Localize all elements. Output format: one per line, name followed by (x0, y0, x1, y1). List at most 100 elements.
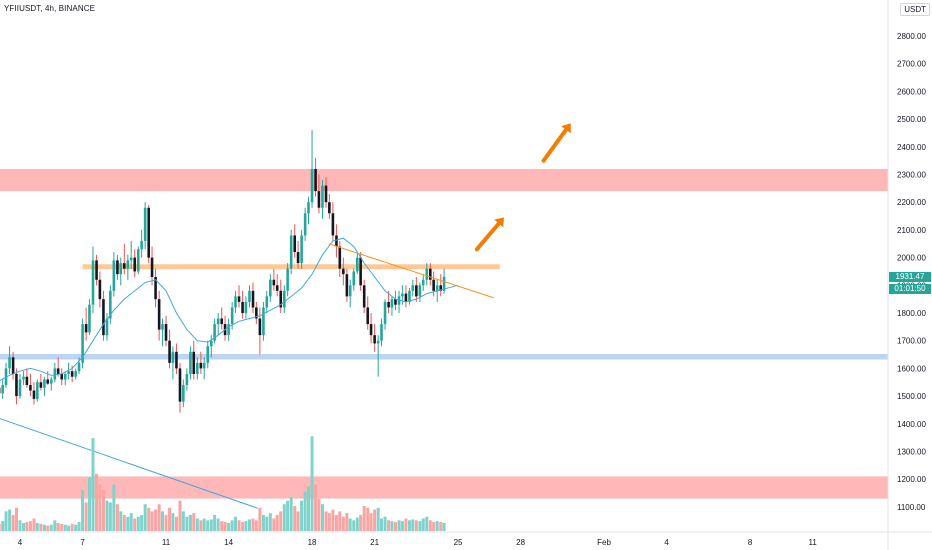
volume-bar (140, 514, 144, 531)
time-tick-label: 28 (516, 538, 525, 547)
volume-bar (432, 522, 436, 531)
price-axis-background (888, 0, 932, 532)
candle-body (182, 385, 185, 402)
volume-bar (133, 518, 137, 531)
candle-body (373, 335, 376, 344)
candle-body (199, 362, 203, 369)
candle-body (150, 257, 154, 277)
volume-bar (439, 522, 443, 531)
candle-body (60, 373, 64, 380)
volume-bar (28, 521, 32, 531)
volume-bar (213, 514, 217, 531)
currency-label[interactable]: USDT (900, 3, 930, 16)
volume-bar (369, 513, 373, 531)
volume-bar (63, 524, 67, 531)
time-tick-label: 21 (370, 538, 379, 547)
volume-bar (289, 497, 293, 531)
candle-body (126, 260, 130, 269)
volume-bar (428, 520, 432, 531)
candle-body (404, 293, 408, 302)
volume-bar (220, 521, 224, 531)
candle-body (147, 207, 151, 258)
volume-bar (46, 525, 50, 531)
volume-layer (0, 436, 446, 531)
candle-body (289, 235, 293, 269)
time-axis[interactable]: 4 7 11 14 18 21 25 28 Feb 4 8 11 (18, 538, 818, 547)
volume-bar (300, 500, 304, 531)
candle-layer (0, 130, 446, 413)
candle-body (46, 379, 50, 384)
candle-body (248, 290, 251, 302)
candle-body (1, 385, 4, 394)
support-zone (0, 353, 888, 360)
volume-bar (171, 513, 175, 531)
volume-bar (233, 516, 237, 531)
price-tick-label: 2100.00 (897, 226, 926, 235)
volume-bar (18, 520, 22, 531)
volume-bar (303, 491, 307, 531)
time-tick-label: 25 (454, 538, 463, 547)
candle-body (91, 260, 95, 305)
candle-body (63, 373, 67, 380)
candle-body (411, 285, 415, 291)
volume-bar (22, 522, 26, 531)
price-tick-label: 2400.00 (897, 143, 926, 152)
candle-body (49, 379, 53, 384)
volume-bar (74, 524, 78, 531)
volume-bar (247, 519, 251, 531)
time-tick-label: 14 (224, 538, 233, 547)
bullish-arrow-head (561, 123, 571, 134)
volume-bar (324, 511, 328, 531)
price-tick-label: 1300.00 (897, 448, 926, 457)
volume-bar (49, 524, 53, 531)
price-tick-label: 2000.00 (897, 254, 926, 263)
candle-body (154, 276, 157, 300)
candle-body (432, 279, 435, 291)
candle-body (95, 260, 98, 280)
time-tick-label: 11 (162, 538, 171, 547)
candle-body (286, 268, 289, 291)
volume-bar (164, 514, 168, 531)
candle-body (29, 385, 32, 391)
volume-bar (272, 518, 276, 531)
candle-body (255, 307, 258, 319)
volume-bar (442, 522, 446, 531)
diagonal-trend-line (0, 418, 258, 509)
price-tick-label: 2500.00 (897, 115, 926, 124)
candle-body (272, 279, 276, 286)
volume-bar (56, 522, 60, 531)
candle-body (70, 371, 74, 377)
volume-bar (251, 518, 255, 531)
volume-bar (32, 518, 36, 531)
time-tick-label: 4 (664, 538, 669, 547)
candle-body (36, 382, 39, 399)
candle-body (81, 324, 84, 363)
candle-body (196, 362, 199, 374)
volume-bar (407, 520, 411, 531)
moving-average-line (0, 237, 459, 381)
volume-bar (199, 520, 203, 531)
volume-bar (192, 513, 196, 531)
drawing-layer (328, 123, 571, 299)
volume-bar (154, 509, 158, 531)
candle-body (164, 324, 168, 341)
volume-bar (4, 511, 8, 531)
candle-body (408, 290, 411, 302)
volume-bar (1, 521, 5, 531)
candle-body (321, 185, 324, 208)
candle-body (209, 340, 213, 347)
volume-bar (0, 523, 1, 531)
candle-body (230, 307, 234, 325)
candle-body (43, 379, 46, 388)
candle-body (380, 324, 383, 341)
time-tick-label: 8 (748, 538, 753, 547)
candle-body (88, 304, 91, 333)
volume-bar (334, 514, 338, 531)
candle-body (202, 362, 206, 369)
candle-body (8, 357, 11, 369)
time-tick-label: 11 (809, 538, 818, 547)
candle-body (77, 362, 81, 372)
volume-bar (345, 513, 349, 531)
bullish-arrow-shaft (541, 127, 569, 163)
